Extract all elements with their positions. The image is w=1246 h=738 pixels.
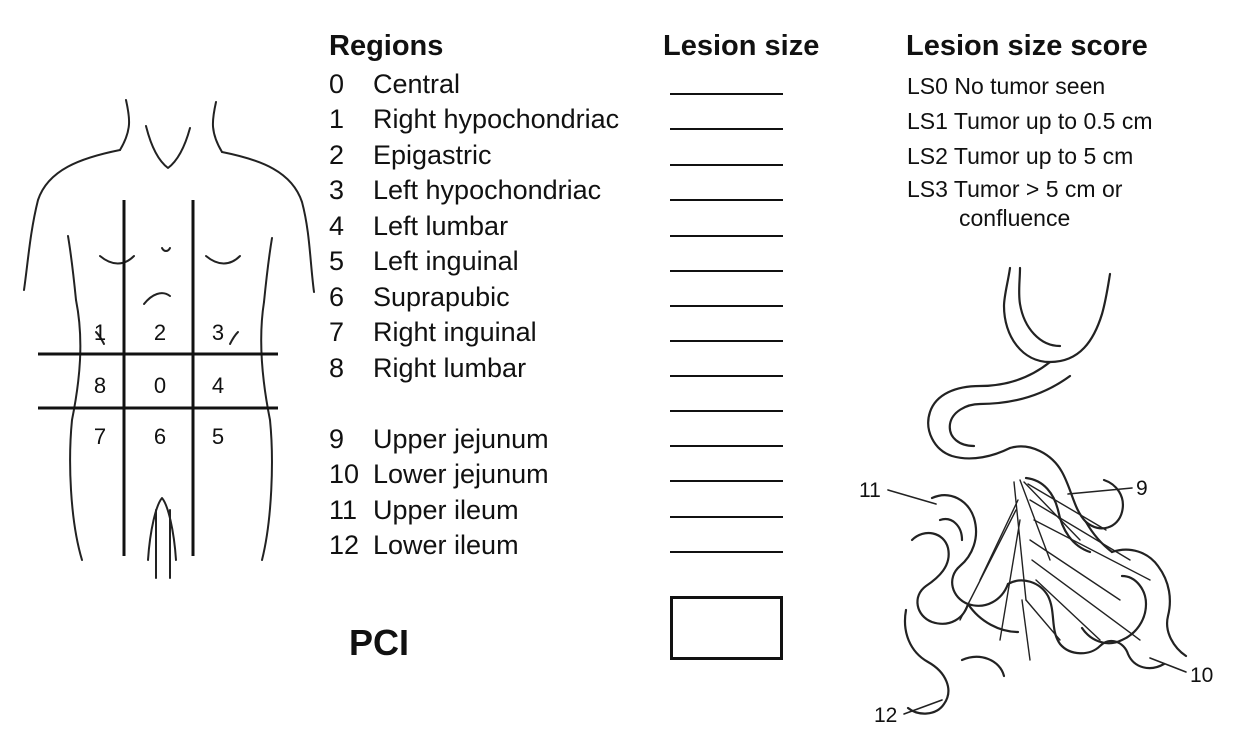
region-row-1: 1 Right hypochondriac [329, 103, 619, 135]
lesion-size-blank-6[interactable] [670, 305, 783, 307]
region-number: 11 [329, 495, 358, 525]
region-name: Left inguinal [373, 246, 519, 276]
score-ls3-continuation: confluence [959, 205, 1071, 231]
grid-label-6: 6 [154, 424, 166, 449]
score-ls3: LS3 Tumor > 5 cm or [907, 175, 1122, 203]
label-pointers [887, 487, 1187, 715]
region-name: Right inguinal [373, 317, 537, 347]
grid-label-3: 3 [212, 320, 224, 345]
mesentery [959, 479, 1151, 661]
lesion-size-blank-10[interactable] [670, 480, 783, 482]
region-row-10: 10 Lower jejunum [329, 458, 549, 490]
score-ls2: LS2 Tumor up to 5 cm [907, 142, 1133, 170]
grid-label-7: 7 [94, 424, 106, 449]
score-code: LS1 [907, 108, 948, 134]
region-name: Left lumbar [373, 211, 509, 241]
grid-label-4: 4 [212, 373, 224, 398]
intestine-label-11: 11 [859, 479, 881, 502]
region-row-4: 4 Left lumbar [329, 210, 508, 242]
score-code: LS2 [907, 143, 948, 169]
intestine-label-9: 9 [1136, 477, 1148, 500]
score-code: LS0 [907, 73, 948, 99]
lesion-size-blank-8[interactable] [670, 375, 783, 377]
region-name: Upper ileum [373, 495, 519, 525]
intestine-label-10: 10 [1190, 664, 1213, 687]
grid-label-2: 2 [154, 320, 166, 345]
region-number: 10 [329, 459, 360, 489]
region-name: Central [373, 69, 461, 99]
lesion-size-header: Lesion size [663, 30, 820, 62]
region-number: 1 [329, 104, 345, 134]
region-row-7: 7 Right inguinal [329, 316, 537, 348]
grid-label-0: 0 [154, 373, 166, 398]
region-row-12: 12 Lower ileum [329, 529, 519, 561]
region-name: Left hypochondriac [373, 175, 602, 205]
stomach-shape [927, 266, 1112, 460]
region-number: 5 [329, 246, 345, 276]
intestine-diagram: 11 9 12 10 [859, 266, 1213, 727]
region-name: Epigastric [373, 140, 492, 170]
lesion-size-blank-7[interactable] [670, 340, 783, 342]
lesion-size-blank-4[interactable] [670, 235, 783, 237]
region-number: 9 [329, 424, 345, 454]
lesion-size-blank-9[interactable] [670, 445, 783, 447]
region-row-11: 11 Upper ileum [329, 494, 519, 526]
lesion-size-blank-0[interactable] [670, 93, 783, 95]
region-grid [38, 200, 278, 556]
pci-score-box[interactable] [670, 596, 783, 660]
score-text: No tumor seen [954, 73, 1106, 99]
region-name: Lower jejunum [373, 459, 549, 489]
lesion-size-blank-3[interactable] [670, 199, 783, 201]
grid-label-8: 8 [94, 373, 106, 398]
region-row-2: 2 Epigastric [329, 139, 492, 171]
region-row-9: 9 Upper jejunum [329, 423, 549, 455]
score-text: Tumor > 5 cm or [953, 176, 1123, 202]
lesion-size-blank-extra[interactable] [670, 410, 783, 412]
grid-label-5: 5 [212, 424, 224, 449]
intestine-label-12: 12 [874, 704, 897, 727]
region-row-8: 8 Right lumbar [329, 352, 526, 384]
lesion-size-blank-5[interactable] [670, 270, 783, 272]
region-row-0: 0 Central [329, 68, 460, 100]
intestine-loops [903, 445, 1188, 715]
score-ls1: LS1 Tumor up to 0.5 cm [907, 107, 1152, 135]
torso-outline [23, 99, 315, 579]
region-number: 7 [329, 317, 345, 347]
score-ls0: LS0 No tumor seen [907, 72, 1105, 100]
region-number: 0 [329, 69, 345, 99]
regions-header: Regions [329, 30, 444, 62]
region-name: Upper jejunum [373, 424, 549, 454]
grid-label-1: 1 [94, 320, 106, 345]
region-row-6: 6 Suprapubic [329, 281, 510, 313]
region-name: Right hypochondriac [373, 104, 620, 134]
score-code: LS3 [907, 176, 948, 202]
lesion-size-blank-2[interactable] [670, 164, 783, 166]
pci-label: PCI [349, 622, 410, 663]
score-text: Tumor up to 5 cm [953, 143, 1134, 169]
torso-diagram: 1 2 3 8 0 4 7 6 5 [23, 99, 315, 579]
lesion-size-score-header: Lesion size score [906, 30, 1148, 62]
region-row-3: 3 Left hypochondriac [329, 174, 601, 206]
region-number: 2 [329, 140, 345, 170]
region-name: Lower ileum [373, 530, 519, 560]
lesion-size-blank-12[interactable] [670, 551, 783, 553]
region-row-5: 5 Left inguinal [329, 245, 519, 277]
region-number: 6 [329, 282, 345, 312]
region-number: 3 [329, 175, 345, 205]
region-number: 12 [329, 530, 360, 560]
score-text: Tumor up to 0.5 cm [953, 108, 1153, 134]
region-number: 8 [329, 353, 345, 383]
lesion-size-blank-1[interactable] [670, 128, 783, 130]
lesion-size-blank-11[interactable] [670, 516, 783, 518]
region-number: 4 [329, 211, 345, 241]
region-name: Suprapubic [373, 282, 510, 312]
region-name: Right lumbar [373, 353, 527, 383]
